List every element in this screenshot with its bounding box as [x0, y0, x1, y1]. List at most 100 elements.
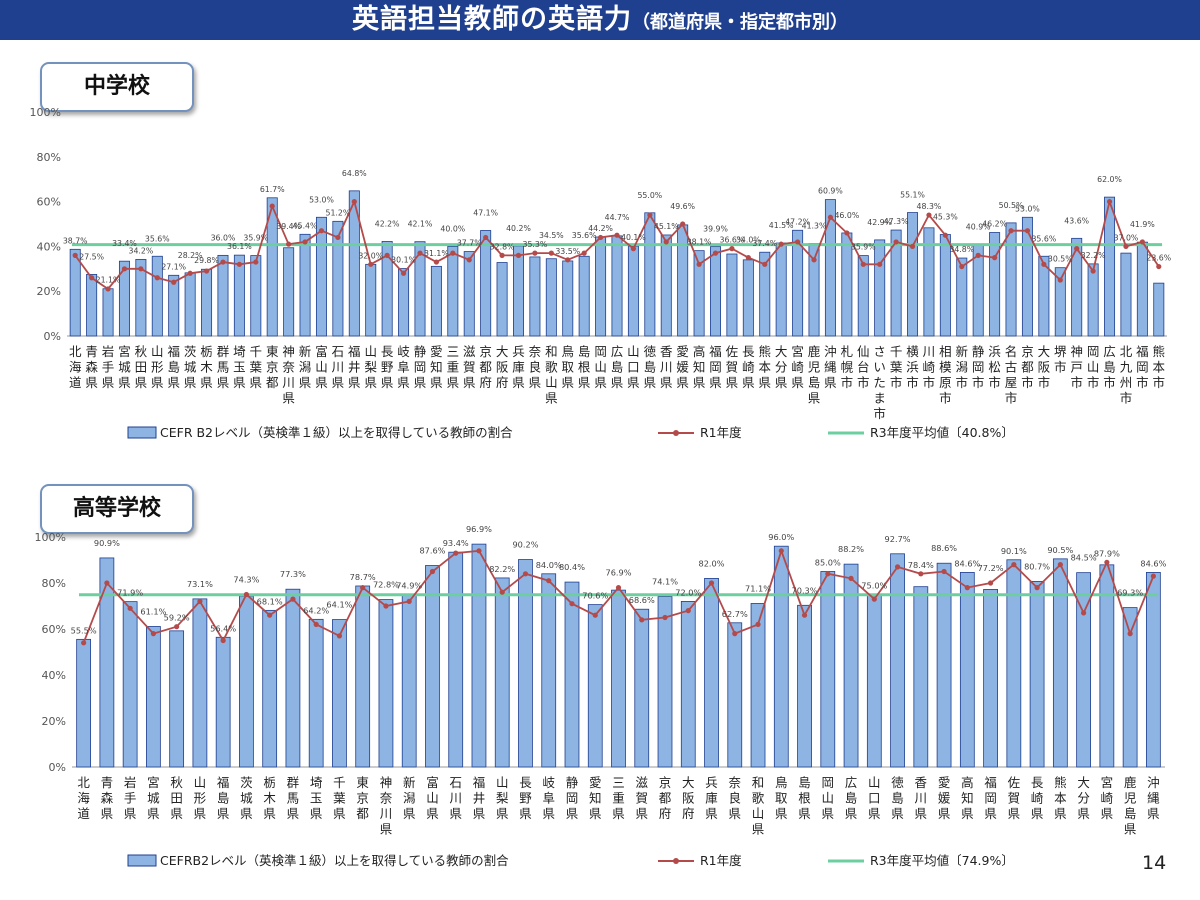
r1-point [384, 252, 390, 258]
category-label: 神奈川県 [380, 775, 393, 837]
bar [627, 245, 639, 337]
r1-point [712, 250, 719, 256]
bar [726, 253, 738, 337]
bar [595, 236, 607, 337]
r1-point [72, 252, 78, 258]
r1-point [745, 255, 751, 261]
category-label: 徳島県 [891, 775, 904, 821]
y-tick-label: 20% [37, 285, 61, 298]
category-label: 大阪市 [1038, 344, 1051, 390]
category-label: 大分県 [775, 344, 788, 390]
bar-value-label: 75.0% [861, 581, 887, 591]
category-label: 千葉県 [250, 344, 263, 390]
bar-value-label: 36.0% [211, 233, 236, 242]
r1-point [286, 241, 292, 247]
r1-point [894, 564, 901, 570]
bar-value-label: 41.5% [769, 221, 794, 230]
bar-value-label: 39.4% [276, 222, 301, 231]
bar [1071, 237, 1083, 337]
bar [956, 257, 968, 337]
r1-point [483, 234, 489, 241]
r1-point [1139, 239, 1145, 245]
bar-value-label: 40.9% [966, 222, 991, 231]
category-label: 沖縄県 [1147, 775, 1160, 821]
category-label: 奈良県 [729, 775, 742, 821]
category-label: 静岡県 [566, 775, 579, 821]
bar-value-label: 88.6% [931, 543, 957, 553]
bar [611, 589, 626, 768]
bar [759, 251, 771, 337]
bar [529, 256, 541, 337]
bar [634, 608, 650, 768]
bar-value-label: 47.3% [884, 217, 909, 226]
r1-point [532, 250, 538, 256]
category-label: 埼玉県 [310, 775, 323, 821]
bar-value-label: 55.1% [900, 191, 925, 200]
r1-point [417, 250, 423, 256]
bar-value-label: 84.6% [954, 558, 980, 568]
category-label: 福岡市 [1136, 344, 1149, 390]
bar [936, 562, 952, 768]
bar-value-label: 71.1% [745, 583, 771, 593]
r1-point [848, 575, 854, 581]
category-label: 滋賀県 [635, 775, 648, 821]
bar-value-label: 84.5% [1071, 553, 1097, 563]
r1-point [336, 633, 343, 639]
page-number: 14 [1142, 852, 1167, 874]
category-label: 静岡県 [414, 344, 427, 390]
category-label: 佐賀県 [726, 344, 739, 390]
r1-point [1057, 562, 1063, 568]
r1-point [696, 261, 702, 267]
bar [797, 604, 812, 768]
y-tick-label: 100% [30, 106, 61, 119]
r1-point [729, 246, 735, 252]
title-banner [0, 0, 1200, 40]
category-label: 鹿児島県 [808, 344, 821, 406]
r1-point [453, 550, 459, 556]
r1-point [827, 214, 834, 220]
r1-point [187, 270, 193, 276]
category-label: 山口県 [627, 344, 640, 390]
r1-point [466, 257, 472, 263]
bar [315, 216, 327, 337]
bar [907, 212, 919, 337]
bar-value-label: 88.2% [838, 544, 864, 554]
bar [496, 262, 508, 337]
bar-value-label: 32.0% [358, 251, 383, 260]
bar [824, 199, 836, 337]
bar-value-label: 42.2% [375, 219, 400, 228]
bar [680, 601, 696, 768]
legend-bar-swatch [127, 854, 157, 867]
r1-point [614, 232, 620, 238]
category-label: 広島県 [845, 775, 858, 821]
bar [480, 230, 492, 337]
bar-value-label: 69.3% [1117, 588, 1143, 598]
r1-point [1008, 228, 1014, 234]
category-label: 徳島県 [644, 344, 657, 390]
category-label: 埼玉県 [233, 344, 246, 390]
category-label: 札幌市 [841, 344, 854, 390]
section-label-high-school: 高等学校 [40, 484, 194, 534]
junior-high-chart: 0%20%40%60%80%100%38.7%27.5%21.1%33.4%34… [30, 106, 1172, 440]
r1-point [1024, 228, 1031, 234]
y-tick-label: 0% [44, 330, 61, 343]
bar-value-label: 61.1% [140, 606, 166, 616]
r1-point [1081, 610, 1087, 616]
bar [727, 622, 743, 768]
category-label: 富山県 [315, 344, 328, 390]
bar-value-label: 64.2% [303, 605, 329, 615]
r1-point [546, 578, 552, 584]
bar [447, 245, 459, 337]
category-label: 岐阜県 [397, 344, 410, 390]
bar [541, 573, 557, 768]
category-label: 熊本市 [1153, 344, 1166, 390]
category-label: 高知県 [961, 775, 974, 821]
category-label: 福岡県 [709, 344, 722, 390]
r1-point [959, 263, 965, 270]
bar [348, 190, 360, 337]
r1-point [203, 268, 210, 274]
bar [69, 248, 81, 337]
category-label: 山梨県 [364, 344, 377, 390]
r1-point [732, 631, 738, 637]
bar-value-label: 33.4% [112, 239, 137, 248]
